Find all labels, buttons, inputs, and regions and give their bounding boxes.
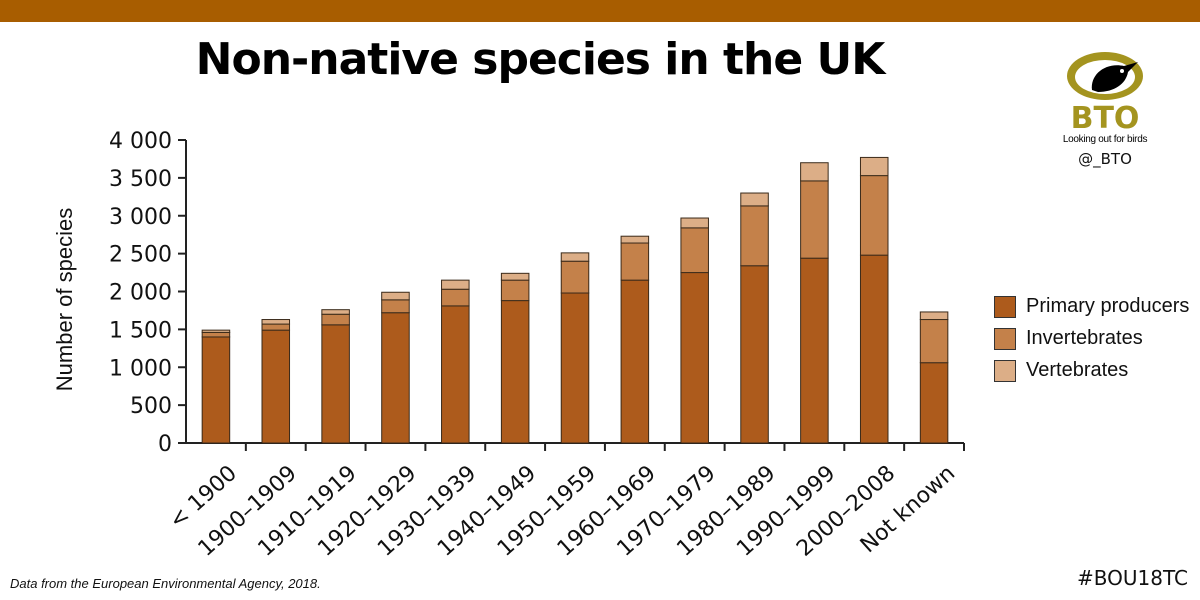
svg-text:BTO: BTO: [1071, 101, 1140, 136]
legend-swatch: [994, 296, 1016, 318]
bar-segment-invertebrates: [680, 227, 709, 274]
bto-logo: BTO: [1064, 46, 1146, 142]
y-axis-label: Number of species: [52, 208, 77, 391]
bar-segment-primary-producers: [261, 329, 291, 444]
bar-segment-primary-producers: [441, 305, 470, 444]
y-tick-label: 0: [158, 432, 172, 457]
legend-swatch: [994, 328, 1016, 350]
bar-segment-primary-producers: [560, 292, 590, 444]
y-tick-label: 2 500: [109, 243, 172, 268]
bar-segment-primary-producers: [381, 312, 410, 444]
bar-segment-vertebrates: [321, 309, 350, 315]
bar-segment-invertebrates: [441, 288, 470, 307]
bar-segment-vertebrates: [381, 291, 410, 301]
legend-swatch: [994, 360, 1016, 382]
bar-segment-invertebrates: [740, 205, 769, 267]
bar-segment-vertebrates: [560, 252, 590, 262]
bar-segment-primary-producers: [680, 272, 709, 444]
legend-label: Vertebrates: [1026, 359, 1129, 381]
top-band: [0, 0, 1200, 22]
bar-segment-vertebrates: [740, 192, 769, 207]
legend-label: Invertebrates: [1026, 327, 1143, 349]
bar-segment-vertebrates: [919, 311, 949, 321]
bar-segment-invertebrates: [201, 331, 231, 338]
y-tick-label: 1 500: [109, 318, 172, 343]
bar-segment-primary-producers: [321, 324, 350, 444]
data-source-note: Data from the European Environmental Age…: [10, 576, 321, 591]
logo-tagline: Looking out for birds: [1062, 134, 1148, 145]
page-title: Non-native species in the UK: [195, 34, 886, 85]
bar-segment-invertebrates: [919, 319, 949, 364]
bar-segment-primary-producers: [500, 300, 530, 444]
bar-segment-primary-producers: [919, 362, 949, 444]
y-tick-label: 4 000: [109, 129, 172, 154]
y-tick-label: 3 000: [109, 205, 172, 230]
bar-segment-invertebrates: [321, 313, 350, 326]
bar-segment-vertebrates: [441, 279, 470, 290]
bar-segment-invertebrates: [859, 175, 889, 256]
y-tick-label: 2 000: [109, 281, 172, 306]
bar-segment-invertebrates: [620, 242, 650, 281]
y-tick-label: 500: [130, 394, 172, 419]
bar-segment-vertebrates: [859, 156, 889, 177]
bar-segment-vertebrates: [500, 272, 530, 281]
bar-segment-vertebrates: [201, 329, 231, 333]
bar-segment-invertebrates: [800, 180, 829, 259]
hashtag: #BOU18TC: [1077, 566, 1188, 590]
bar-segment-primary-producers: [859, 254, 889, 444]
bar-segment-invertebrates: [261, 323, 291, 331]
bar-segment-invertebrates: [381, 299, 410, 314]
bar-segment-primary-producers: [800, 257, 829, 444]
bar-segment-primary-producers: [201, 336, 231, 444]
bar-segment-vertebrates: [680, 217, 709, 229]
legend-label: Primary producers: [1026, 295, 1190, 317]
bar-segment-primary-producers: [620, 279, 650, 444]
bar-segment-invertebrates: [560, 260, 590, 294]
bar-segment-vertebrates: [800, 162, 829, 182]
twitter-handle: @_BTO: [1078, 150, 1132, 168]
y-tick-label: 3 500: [109, 167, 172, 192]
bar-segment-vertebrates: [620, 235, 650, 244]
bar-segment-vertebrates: [261, 319, 291, 325]
bar-segment-invertebrates: [500, 279, 530, 302]
y-tick-label: 1 000: [109, 356, 172, 381]
bar-segment-primary-producers: [740, 265, 769, 444]
